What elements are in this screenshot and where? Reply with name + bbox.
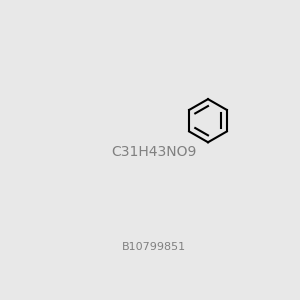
Text: C31H43NO9: C31H43NO9 [111, 145, 196, 158]
Text: B10799851: B10799851 [122, 242, 186, 252]
